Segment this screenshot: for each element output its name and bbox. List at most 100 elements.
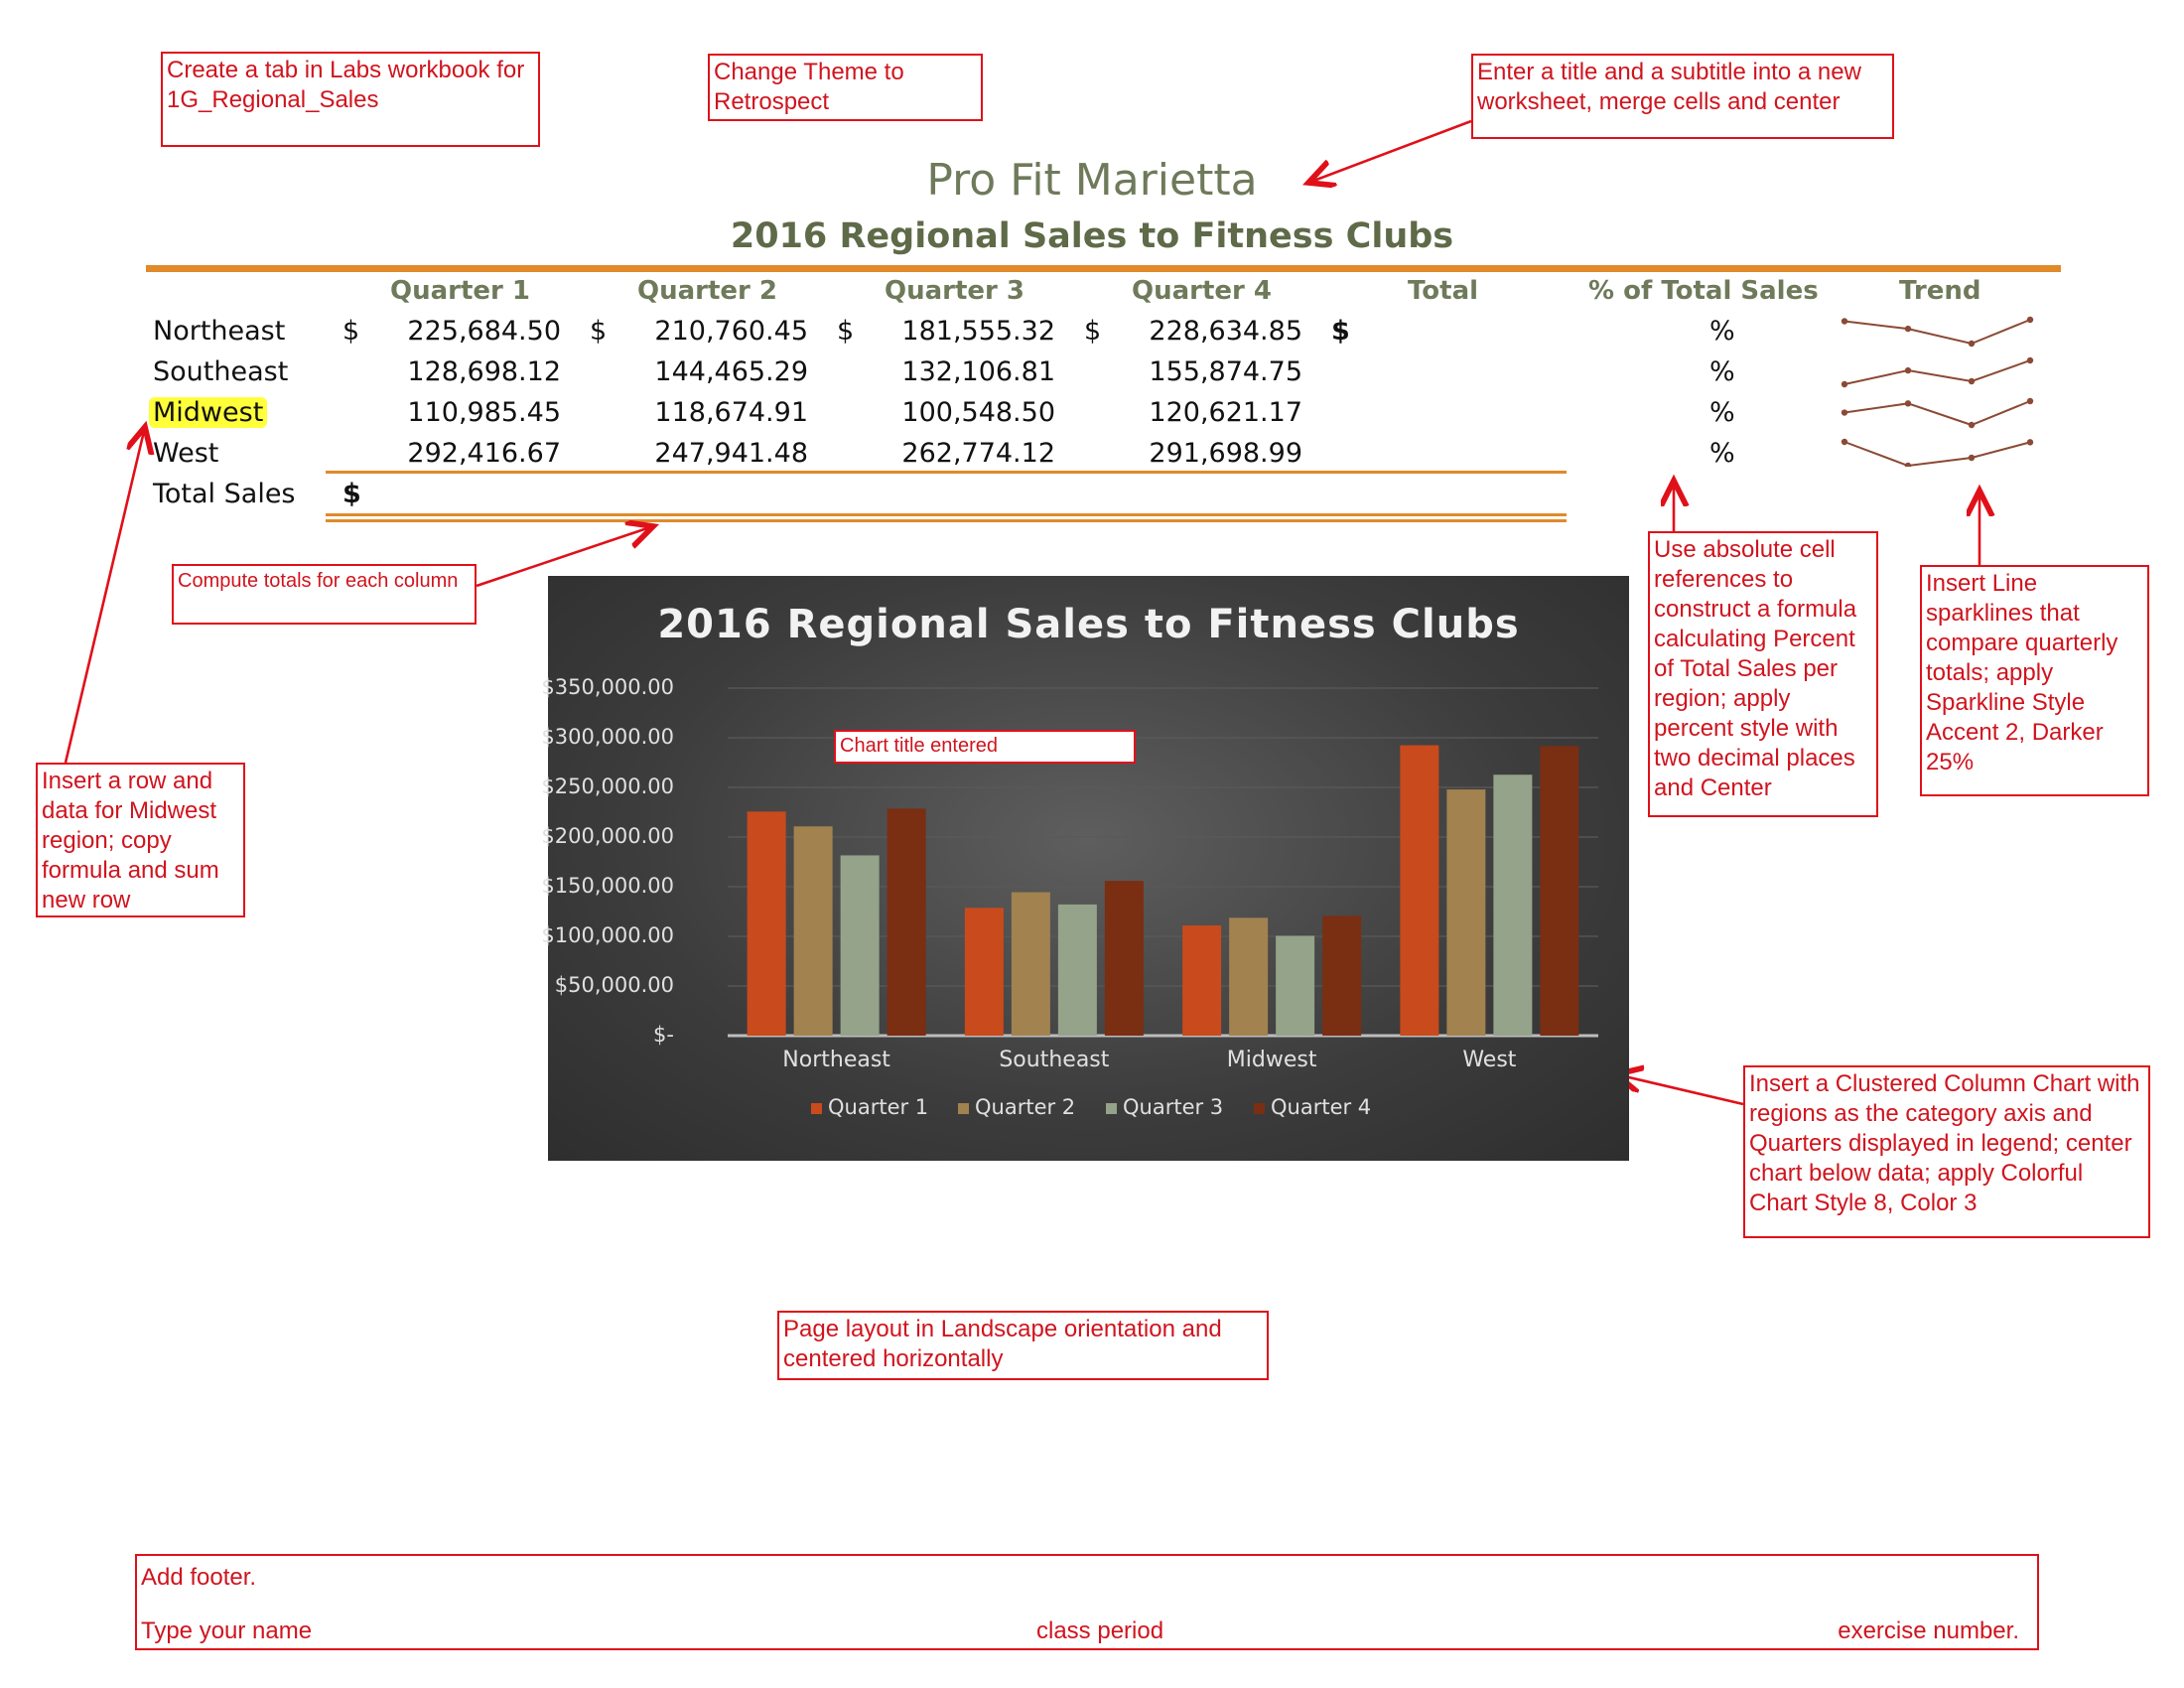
sparkline-marker: [1841, 409, 1848, 416]
bar-west-quarter-1[interactable]: [1400, 745, 1439, 1036]
note-page-layout: Page layout in Landscape orientation and…: [777, 1311, 1269, 1380]
sparkline-marker: [1904, 325, 1912, 333]
sparkline-marker: [1968, 421, 1976, 429]
bar-southeast-quarter-2[interactable]: [1011, 892, 1050, 1036]
legend-label: Quarter 4: [1271, 1095, 1372, 1119]
header-quarter-4: Quarter 4: [1132, 276, 1273, 306]
y-tick-label: $50,000.00: [554, 973, 674, 997]
legend-label: Quarter 3: [1123, 1095, 1224, 1119]
header-total: Total: [1408, 276, 1479, 306]
bar-northeast-quarter-3[interactable]: [840, 855, 880, 1036]
bar-northeast-quarter-4[interactable]: [887, 808, 926, 1036]
percent-midwest: %: [1709, 397, 1735, 428]
legend-item-quarter-3[interactable]: Quarter 3: [1106, 1095, 1223, 1119]
bar-northeast-quarter-2[interactable]: [793, 826, 833, 1036]
bar-west-quarter-3[interactable]: [1493, 774, 1533, 1036]
value-west-q2: 247,941.48: [654, 438, 808, 469]
footer-name: Type your name: [141, 1618, 313, 1644]
currency-symbol: $: [590, 316, 608, 347]
x-category-label: Midwest: [1226, 1048, 1317, 1072]
row-label-west: West: [153, 438, 219, 469]
row-label-total-sales: Total Sales: [153, 479, 296, 509]
sparkline-marker: [1841, 380, 1848, 388]
clustered-column-chart[interactable]: 2016 Regional Sales to Fitness Clubs $- $…: [541, 576, 1629, 1161]
bar-southeast-quarter-1[interactable]: [964, 908, 1004, 1036]
sparkline-marker: [1904, 400, 1912, 407]
currency-symbol: $: [837, 316, 855, 347]
total-top-border: [326, 471, 1567, 474]
value-southeast-q4: 155,874.75: [1149, 356, 1302, 387]
percent-northeast: %: [1709, 316, 1735, 347]
bar-midwest-quarter-4[interactable]: [1322, 915, 1362, 1036]
legend-swatch: [811, 1102, 822, 1114]
legend-item-quarter-2[interactable]: Quarter 2: [958, 1095, 1075, 1119]
arrow-to-midwest: [64, 427, 145, 764]
row-label-northeast: Northeast: [153, 316, 286, 347]
y-tick-label: $300,000.00: [541, 725, 674, 749]
y-tick-label: $100,000.00: [541, 923, 674, 947]
sparkline-midwest: [1843, 400, 2031, 427]
bar-west-quarter-2[interactable]: [1446, 789, 1486, 1036]
note-percent-formula: Use absolute cell references to construc…: [1648, 531, 1878, 817]
chart-plot: [728, 687, 1598, 1038]
currency-symbol: $: [342, 316, 360, 347]
page-subtitle: 2016 Regional Sales to Fitness Clubs: [730, 216, 1454, 256]
legend-label: Quarter 2: [975, 1095, 1076, 1119]
bar-northeast-quarter-1[interactable]: [747, 811, 786, 1036]
y-tick-label: $-: [653, 1023, 674, 1047]
sparkline-southeast: [1843, 359, 2031, 385]
footer-box: Add footer. Type your name class period …: [135, 1554, 2039, 1650]
value-west-q4: 291,698.99: [1149, 438, 1302, 469]
legend-item-quarter-4[interactable]: Quarter 4: [1254, 1095, 1371, 1119]
sparkline-marker: [1904, 366, 1912, 374]
total-double-border-1: [326, 513, 1567, 516]
note-chart-style: Insert a Clustered Column Chart with reg…: [1743, 1065, 2150, 1238]
footer-class-period: class period: [1036, 1618, 1164, 1644]
bar-southeast-quarter-3[interactable]: [1057, 904, 1097, 1036]
value-midwest-q4: 120,621.17: [1149, 397, 1302, 428]
legend-swatch: [958, 1102, 969, 1114]
sparkline-marker: [2026, 397, 2034, 405]
x-category-label: Southeast: [999, 1048, 1110, 1072]
note-sparklines: Insert Line sparklines that compare quar…: [1920, 565, 2149, 796]
note-title-subtitle: Enter a title and a subtitle into a new …: [1471, 54, 1894, 139]
x-category-label: Northeast: [782, 1048, 890, 1072]
title-rule: [146, 265, 2061, 272]
legend-item-quarter-1[interactable]: Quarter 1: [811, 1095, 928, 1119]
bar-southeast-quarter-4[interactable]: [1104, 881, 1144, 1036]
sparkline-northeast: [1843, 319, 2031, 346]
note-compute-totals: Compute totals for each column: [172, 564, 477, 625]
value-northeast-q4: 228,634.85: [1149, 316, 1302, 347]
value-midwest-q2: 118,674.91: [654, 397, 808, 428]
header-quarter-3: Quarter 3: [885, 276, 1025, 306]
x-category-label: West: [1462, 1048, 1517, 1072]
sparkline-marker: [1968, 340, 1976, 348]
note-insert-midwest: Insert a row and data for Midwest region…: [36, 763, 245, 917]
y-tick-label: $150,000.00: [541, 874, 674, 898]
note-create-tab: Create a tab in Labs workbook for 1G_Reg…: [161, 52, 540, 147]
trend-sparklines: [1841, 316, 2034, 467]
bar-midwest-quarter-1[interactable]: [1182, 925, 1222, 1036]
sparkline-marker: [1841, 318, 1848, 325]
sparkline-marker: [2026, 439, 2034, 446]
arrow-to-chart: [1616, 1074, 1744, 1106]
footer-instruction: Add footer.: [141, 1564, 257, 1591]
sparkline-marker: [1968, 377, 1976, 385]
value-northeast-q3: 181,555.32: [901, 316, 1055, 347]
bar-midwest-quarter-3[interactable]: [1276, 935, 1315, 1036]
percent-west: %: [1709, 438, 1735, 469]
sparkline-marker: [1968, 454, 1976, 462]
sparkline-marker: [2026, 316, 2034, 324]
y-tick-label: $200,000.00: [541, 824, 674, 848]
page-title: Pro Fit Marietta: [926, 155, 1258, 206]
row-label-southeast: Southeast: [153, 356, 289, 387]
sparkline-marker: [1841, 438, 1848, 446]
value-southeast-q2: 144,465.29: [654, 356, 808, 387]
bar-west-quarter-4[interactable]: [1540, 746, 1579, 1036]
header-trend: Trend: [1899, 276, 1981, 306]
value-midwest-q3: 100,548.50: [901, 397, 1055, 428]
bar-midwest-quarter-2[interactable]: [1229, 917, 1269, 1036]
row-label-midwest: Midwest: [149, 397, 268, 428]
note-change-theme: Change Theme to Retrospect: [708, 54, 983, 121]
value-west-q1: 292,416.67: [407, 438, 561, 469]
